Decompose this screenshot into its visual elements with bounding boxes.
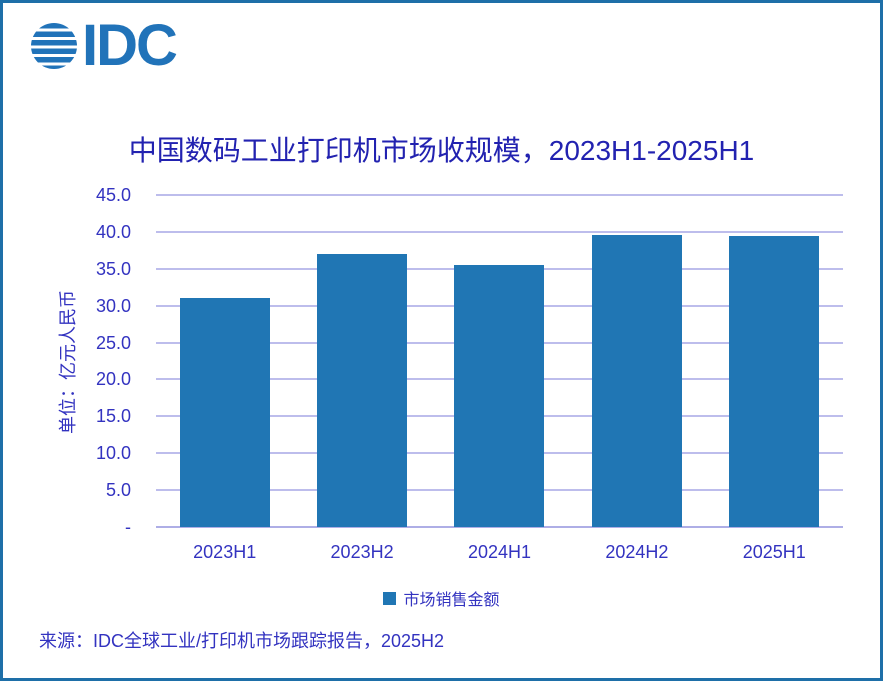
y-tick-label: 15.0 — [95, 406, 131, 427]
y-axis-tick-labels: - 5.0 10.0 15.0 20.0 25.0 30.0 35.0 40.0 45.0 — [3, 186, 131, 536]
bar-series — [156, 195, 843, 527]
chart-title: 中国数码工业打印机市场收规模，2023H1-2025H1 — [128, 135, 755, 166]
y-tick-label: 35.0 — [95, 258, 131, 279]
y-tick-label: 45.0 — [95, 185, 131, 205]
legend: 市场销售金额 — [3, 586, 880, 610]
y-tick-label: 25.0 — [95, 332, 131, 353]
source-note: 来源：IDC全球工业/打印机市场跟踪报告，2025H2 — [39, 631, 445, 651]
x-tick-label: 2024H1 — [467, 542, 531, 562]
y-tick-label: - — [125, 517, 131, 537]
idc-logo: IDC — [31, 13, 178, 78]
bar-2024H2 — [591, 234, 682, 527]
x-axis-line — [156, 526, 843, 528]
plot-area — [156, 194, 843, 528]
legend-marker-square — [383, 591, 397, 605]
x-tick-label: 2023H1 — [193, 542, 257, 562]
x-tick-label: 2024H2 — [605, 542, 669, 562]
bar-2024H1 — [454, 265, 545, 527]
idc-logo-text: IDC — [82, 13, 178, 78]
bar-2023H1 — [179, 298, 270, 527]
y-tick-label: 5.0 — [105, 480, 131, 501]
bar-2023H2 — [317, 254, 408, 527]
x-axis-tick-labels: 2023H1 2023H2 2024H1 2024H2 2025H1 — [156, 542, 843, 563]
y-gridline — [156, 230, 843, 233]
y-tick-label: 20.0 — [95, 369, 131, 390]
bar-2025H1 — [729, 236, 820, 527]
x-tick-label: 2025H1 — [742, 542, 806, 562]
idc-globe-icon — [31, 23, 77, 69]
legend-label: 市场销售金额 — [403, 592, 500, 609]
y-gridline — [156, 194, 843, 196]
x-tick-label: 2023H2 — [330, 542, 394, 562]
y-tick-label: 10.0 — [95, 443, 131, 464]
y-tick-label: 40.0 — [95, 221, 131, 242]
y-tick-label: 30.0 — [95, 295, 131, 316]
